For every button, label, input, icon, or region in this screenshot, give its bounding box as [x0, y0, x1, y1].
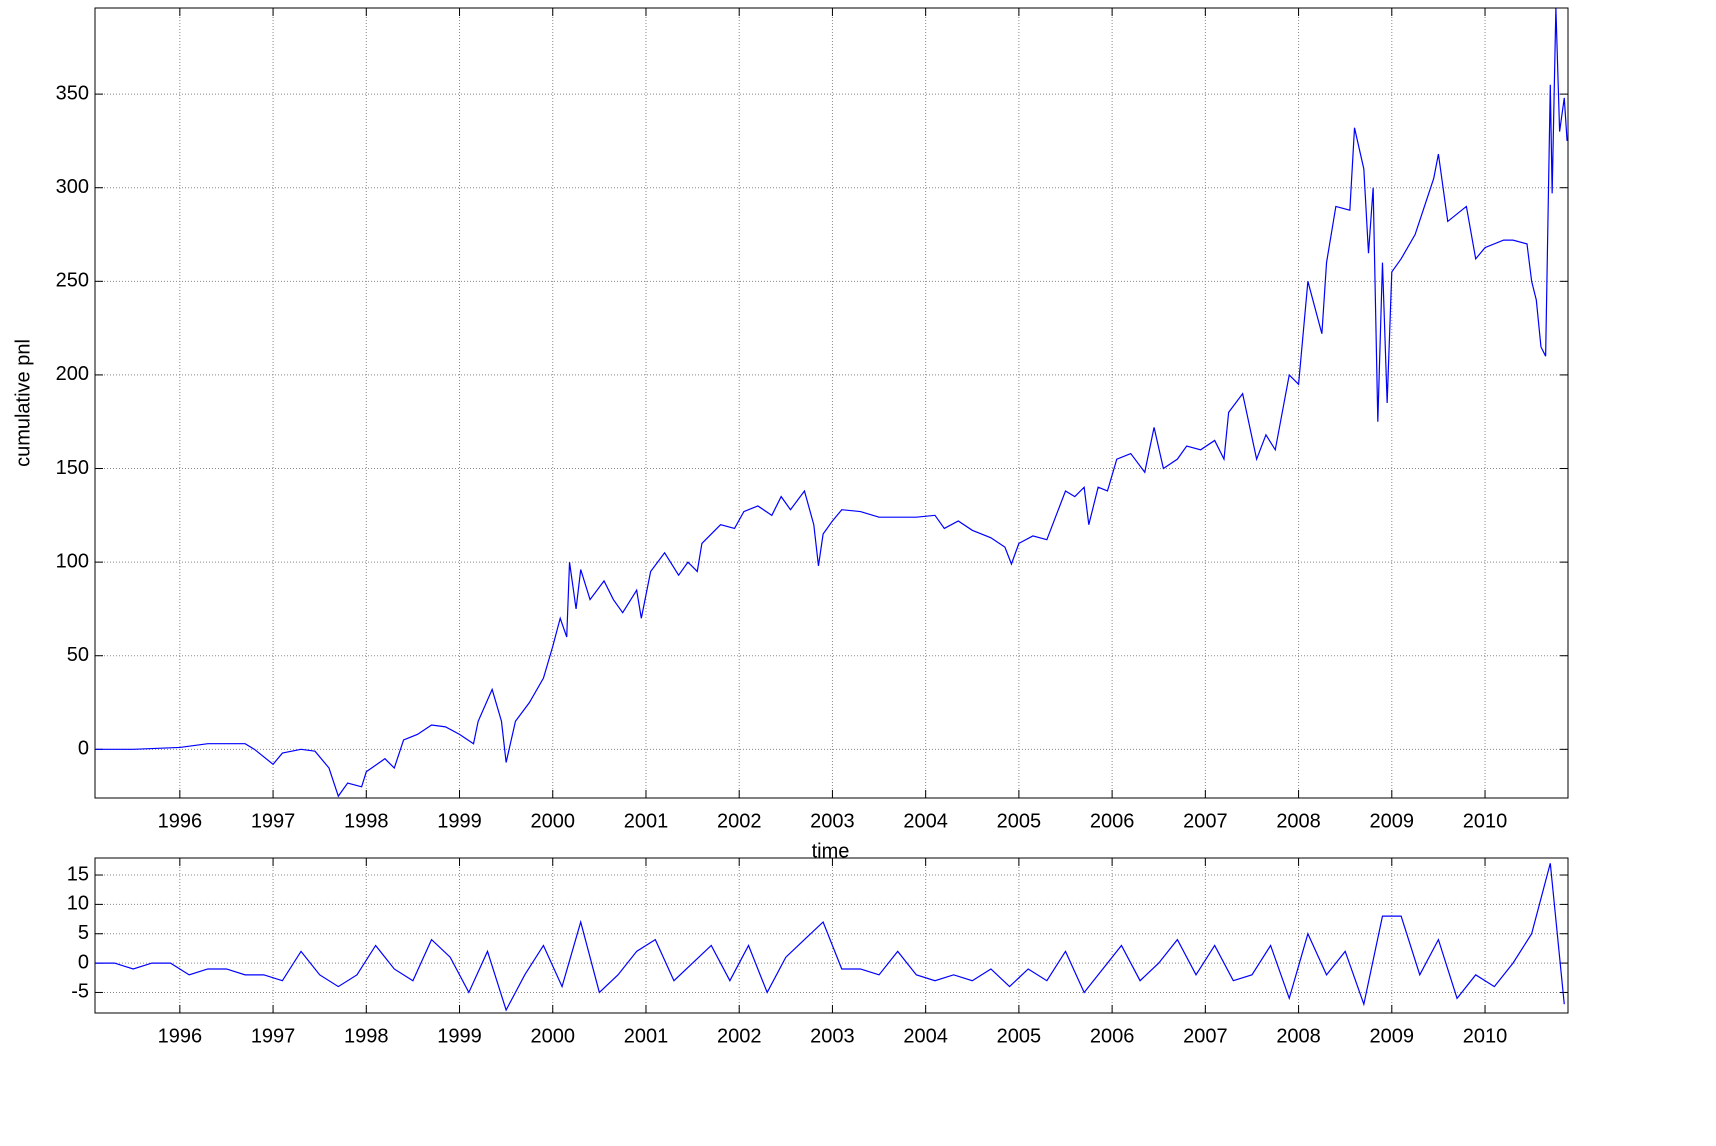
y-tick-label: 0 — [78, 951, 89, 973]
y-tick-label: 200 — [56, 363, 89, 385]
plot-frame — [94, 7, 1569, 799]
y-tick-label: 5 — [78, 922, 89, 944]
x-tick-label: 2006 — [1090, 810, 1135, 832]
x-tick-label: 2010 — [1463, 1025, 1508, 1047]
x-tick-label: 2002 — [717, 1025, 762, 1047]
plot-frame — [94, 857, 1569, 1014]
x-tick-label: 2003 — [810, 1025, 855, 1047]
x-tick-label: 2003 — [810, 810, 855, 832]
x-tick-label: 1999 — [437, 1025, 482, 1047]
data-line — [95, 863, 1565, 1012]
x-tick-label: 2008 — [1276, 810, 1321, 832]
x-tick-label: 2004 — [903, 1025, 948, 1047]
x-tick-label: 1997 — [251, 1025, 296, 1047]
x-tick-label: 2001 — [624, 1025, 669, 1047]
x-tick-label: 2001 — [624, 810, 669, 832]
y-tick-label: 250 — [56, 270, 89, 292]
x-tick-label: 2006 — [1090, 1025, 1135, 1047]
x-tick-label: 1998 — [344, 810, 389, 832]
y-tick-label: -5 — [71, 981, 89, 1003]
y-tick-label: 15 — [67, 863, 89, 885]
x-axis-label: time — [812, 840, 850, 862]
x-tick-label: 2009 — [1370, 810, 1415, 832]
x-tick-label: 2009 — [1370, 1025, 1415, 1047]
x-tick-label: 2007 — [1183, 1025, 1228, 1047]
x-tick-label: 2002 — [717, 810, 762, 832]
x-tick-label: 2007 — [1183, 810, 1228, 832]
y-tick-label: 350 — [56, 82, 89, 104]
x-tick-label: 2005 — [997, 810, 1042, 832]
x-tick-label: 2008 — [1276, 1025, 1321, 1047]
x-tick-label: 2004 — [903, 810, 948, 832]
y-axis-label: cumulative pnl — [12, 339, 34, 467]
x-tick-label: 1998 — [344, 1025, 389, 1047]
x-tick-label: 2010 — [1463, 810, 1508, 832]
y-tick-label: 10 — [67, 893, 89, 915]
x-tick-label: 1996 — [158, 1025, 203, 1047]
x-tick-label: 1996 — [158, 810, 203, 832]
x-tick-label: 2000 — [530, 810, 575, 832]
data-line — [95, 8, 1568, 798]
x-tick-label: 1997 — [251, 810, 296, 832]
x-tick-label: 1999 — [437, 810, 482, 832]
y-tick-label: 100 — [56, 550, 89, 572]
y-tick-label: 0 — [78, 738, 89, 760]
y-tick-label: 150 — [56, 457, 89, 479]
y-tick-label: 50 — [67, 644, 89, 666]
x-tick-label: 2005 — [997, 1025, 1042, 1047]
x-tick-label: 2000 — [530, 1025, 575, 1047]
y-tick-label: 300 — [56, 176, 89, 198]
